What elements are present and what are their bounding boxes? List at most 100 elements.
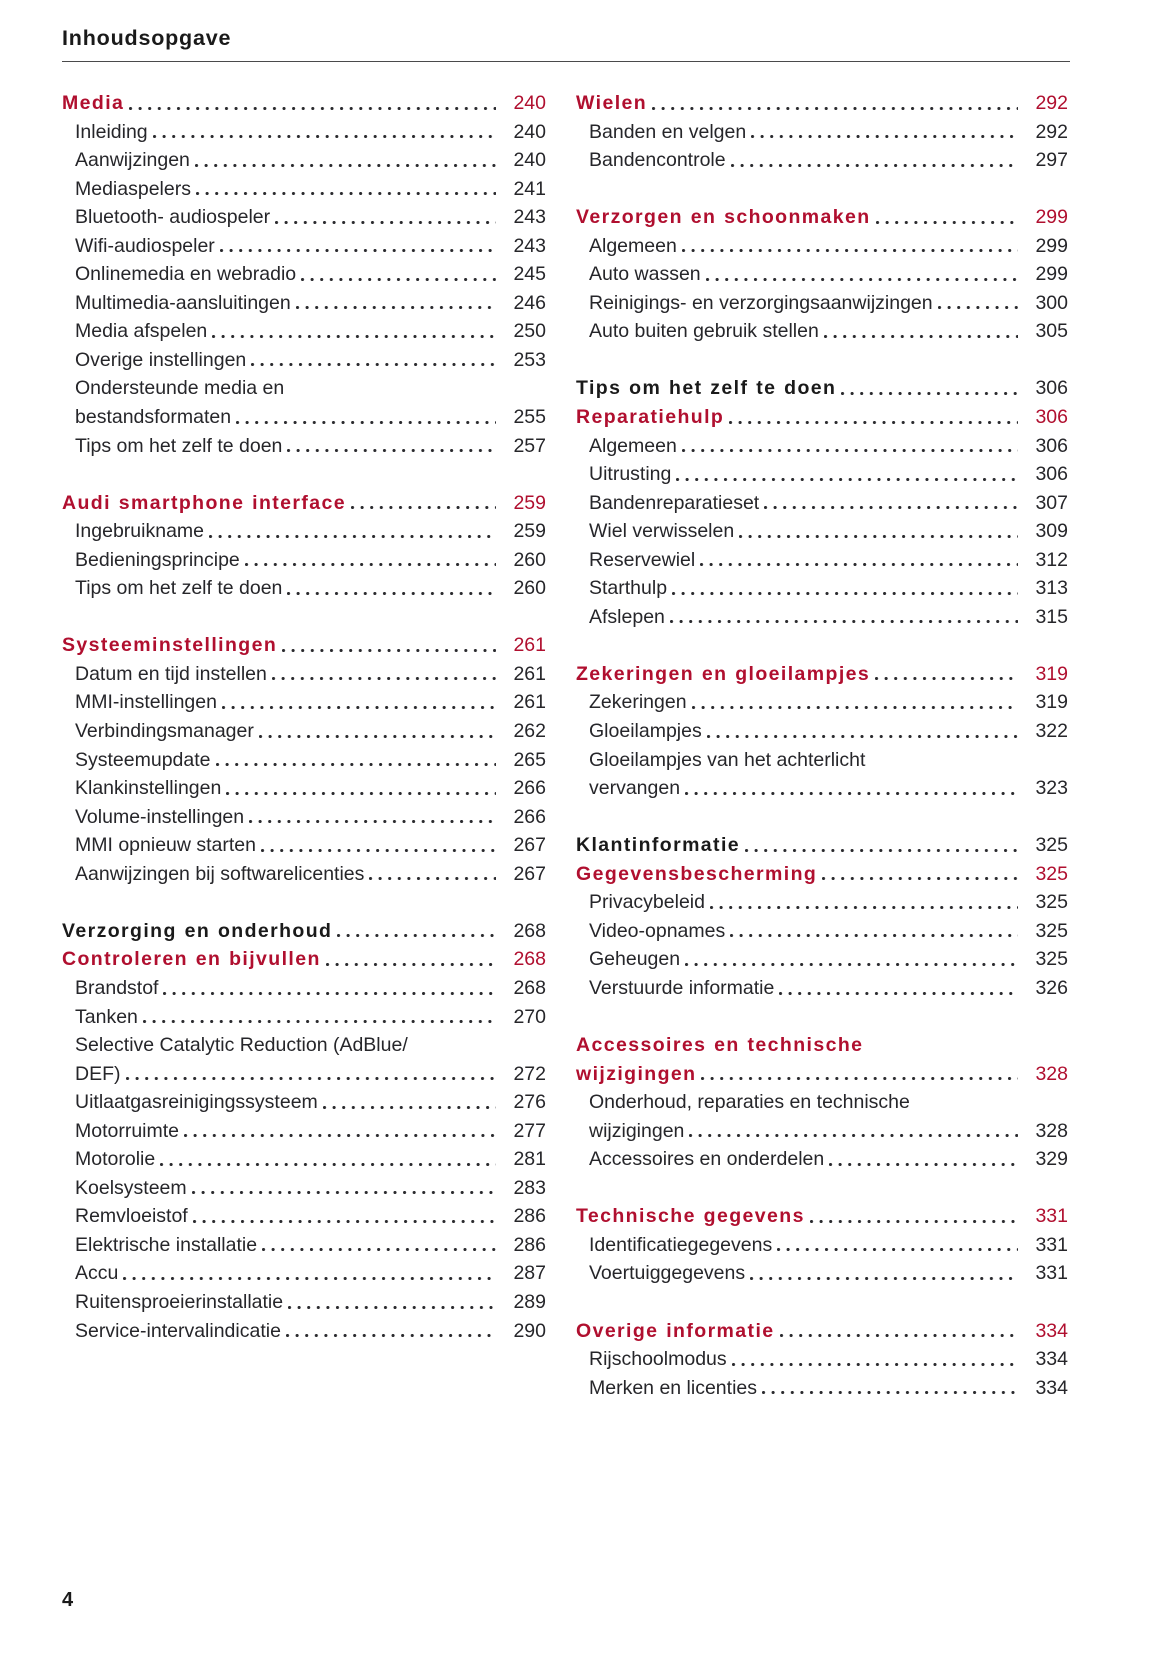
toc-page-number: 299 [1035,263,1068,286]
dot-leader [829,1162,1018,1166]
toc-page-number: 243 [513,206,546,229]
toc-entry-label: Media afspelen [75,320,208,343]
dot-leader [730,163,1018,167]
toc-page-number: 245 [513,263,546,286]
toc-entry-row: Remvloeistof 286 [62,1202,546,1231]
dot-leader [731,1362,1018,1366]
toc-entry-row: Inleiding 240 [62,118,546,147]
toc-page-number: 325 [1035,891,1068,914]
toc-entry-label: Systeemupdate [75,748,211,771]
toc-heading-row: Gegevensbescherming 325 [576,860,1068,889]
toc-heading-row: Zekeringen en gloeilampjes 319 [576,660,1068,689]
toc-entry-row: Gloeilampjes 322 [576,717,1068,746]
toc-page-number: 312 [1035,548,1068,571]
toc-entry-row: Reinigings- en verzorgingsaanwijzingen 30… [576,289,1068,318]
toc-entry-label: Bandencontrole [589,149,726,172]
toc-entry-label: Verzorging en onderhoud [62,919,333,942]
dot-leader [287,449,496,453]
toc-section: Verzorging en onderhoud 268 Controleren en… [62,917,546,1345]
toc-entry-row: Motorruimte 277 [62,1117,546,1146]
dot-leader [681,249,1018,253]
toc-entry-label: Reparatiehulp [576,406,725,429]
toc-page-number: 315 [1035,605,1068,628]
toc-entry-row: Onderhoud, reparaties en technische [576,1088,1068,1117]
toc-heading-row: Audi smartphone interface 259 [62,489,546,518]
toc-section: Media 240 Inleiding 240 Aanwijzingen 240 Media… [62,89,546,460]
toc-page-number: 334 [1035,1376,1068,1399]
toc-entry-row: Gloeilampjes van het achterlicht [576,746,1068,775]
toc-heading-row: Systeeminstellingen 261 [62,631,546,660]
toc-entry-label: Audi smartphone interface [62,491,347,514]
toc-entry-label: Remvloeistof [75,1205,188,1228]
toc-page-number: 331 [1035,1262,1068,1285]
toc-entry-label: Auto buiten gebruik stellen [589,320,819,343]
toc-page-number: 300 [1035,291,1068,314]
toc-entry-label: Tips om het zelf te doen [576,377,837,400]
toc-page-number: 259 [513,491,546,514]
toc-entry-row: MMI-instellingen 261 [62,688,546,717]
toc-heading-row: Accessoires en technische [576,1031,1068,1060]
toc-page-number: 268 [513,919,546,942]
toc-entry-row: Accu 287 [62,1259,546,1288]
toc-entry-row: DEF) 272 [62,1060,546,1089]
toc-entry-row: Algemeen 299 [576,232,1068,261]
toc-entry-label: Voertuiggegevens [589,1262,746,1285]
dot-leader [215,763,496,767]
toc-page-number: 325 [1035,948,1068,971]
dot-leader [762,1391,1018,1395]
toc-page-number: 319 [1035,691,1068,714]
page-title: Inhoudsopgave [62,26,232,50]
toc-entry-label: Onlinemedia en webradio [75,263,297,286]
toc-entry-label: Koelsysteem [75,1176,187,1199]
toc-entry-row: Ondersteunde media en [62,374,546,403]
toc-entry-row: Motorolie 281 [62,1145,546,1174]
dot-leader [875,220,1018,224]
toc-section: Accessoires en technische wijzigingen 328 O… [576,1031,1068,1174]
toc-entry-row: wijzigingen 328 [576,1117,1068,1146]
toc-entry-label: Auto wassen [589,263,701,286]
toc-entry-row: Multimedia-aansluitingen 246 [62,289,546,318]
toc-page-number: 299 [1035,234,1068,257]
toc-entry-label: MMI-instellingen [75,691,217,714]
dot-leader [652,106,1018,110]
toc-page-number: 306 [1035,406,1068,429]
dot-leader [251,363,496,367]
header-rule [62,61,1070,62]
toc-page-number: 283 [513,1176,546,1199]
toc-entry-row: Auto wassen 299 [576,260,1068,289]
toc-entry-label: wijzigingen [589,1119,685,1142]
dot-leader [262,1248,496,1252]
dot-leader [822,877,1018,881]
toc-entry-row: Datum en tijd instellen 261 [62,660,546,689]
toc-page-number: 292 [1035,92,1068,114]
toc-page-number: 289 [513,1290,546,1313]
toc-entry-row: Wifi-audiospeler 243 [62,232,546,261]
toc-page-number: 328 [1035,1119,1068,1142]
toc-page-number: 261 [513,634,546,657]
dot-leader [841,392,1018,396]
toc-page-number: 255 [513,406,546,429]
dot-leader [160,1162,496,1166]
toc-page-number: 313 [1035,577,1068,600]
toc-entry-label: Wielen [576,92,648,114]
toc-page-number: 272 [513,1062,546,1085]
toc-entry-label: DEF) [75,1062,121,1085]
toc-entry-row: Accessoires en onderdelen 329 [576,1145,1068,1174]
toc-heading-row: Technische gegevens 331 [576,1202,1068,1231]
dot-leader [750,1276,1018,1280]
toc-entry-label: Inleiding [75,120,148,143]
dot-leader [875,677,1018,681]
dot-leader [322,1105,496,1109]
toc-page-number: 306 [1035,463,1068,486]
toc-entry-label: Tips om het zelf te doen [75,434,283,457]
toc-entry-label: Reinigings- en verzorgingsaanwijzingen [589,291,933,314]
toc-entry-label: Rijschoolmodus [589,1348,727,1371]
toc-section: Verzorgen en schoonmaken 299 Algemeen 299 Au… [576,203,1068,346]
toc-entry-row: Geheugen 325 [576,945,1068,974]
toc-page-number: 287 [513,1262,546,1285]
dot-leader [212,334,496,338]
toc-heading-row: Controleren en bijvullen 268 [62,945,546,974]
toc-page-number: 267 [513,862,546,885]
toc-heading-row: Wielen 292 [576,89,1068,118]
